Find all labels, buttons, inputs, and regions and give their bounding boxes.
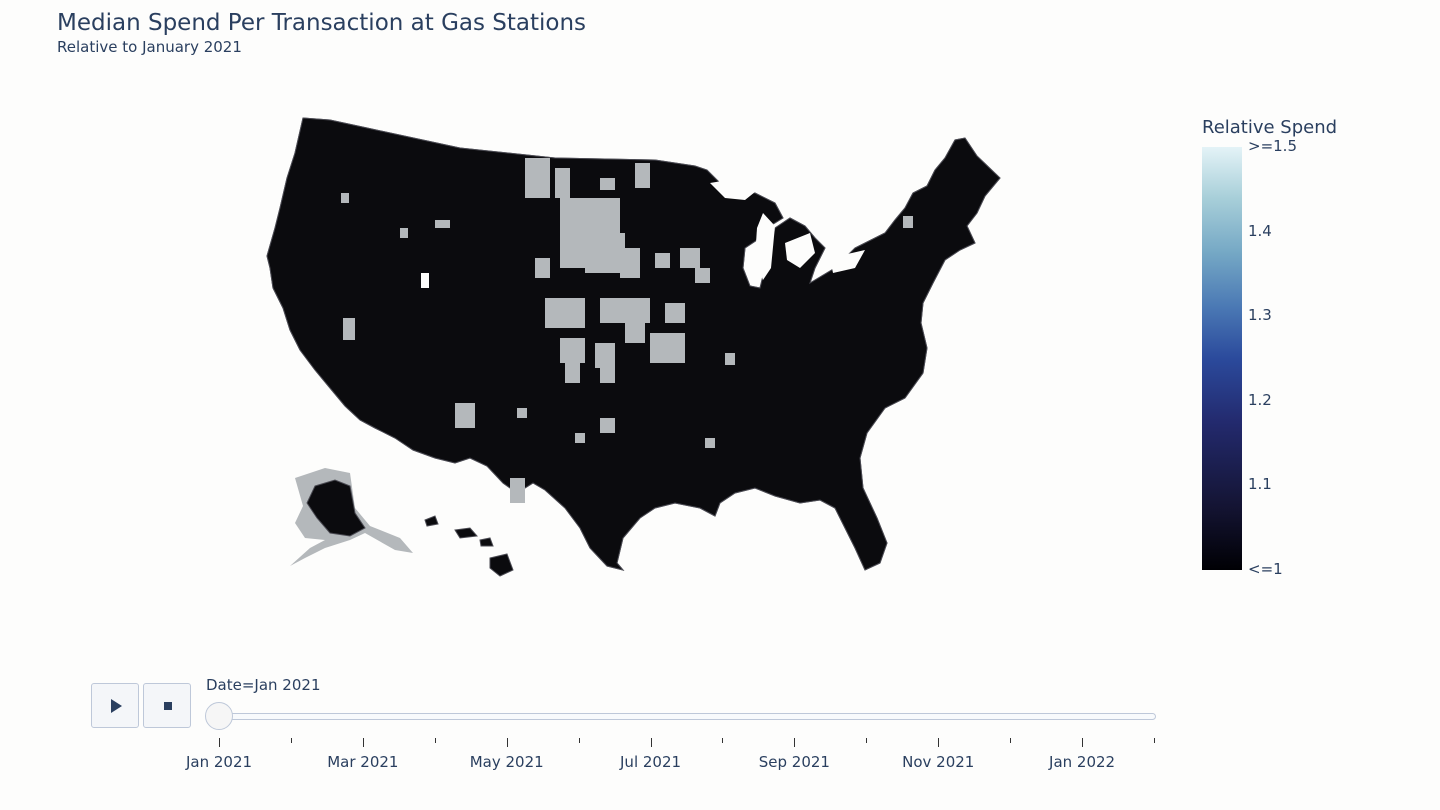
play-button[interactable] <box>91 683 139 728</box>
colorbar <box>1202 147 1242 570</box>
slider-major-tick <box>506 738 508 747</box>
slider-minor-tick <box>290 738 292 743</box>
slider-step-label[interactable]: Sep 2021 <box>758 753 830 771</box>
slider-step-label[interactable]: Nov 2021 <box>902 753 975 771</box>
colorbar-tick-label: 1.2 <box>1248 390 1272 409</box>
slider-current-label: Date=Jan 2021 <box>206 676 321 694</box>
slider-minor-tick <box>578 738 580 743</box>
us-county-map[interactable] <box>255 108 1015 588</box>
slider-step-label[interactable]: Jul 2021 <box>620 753 682 771</box>
chart-title: Median Spend Per Transaction at Gas Stat… <box>57 10 587 36</box>
colorbar-tick-label: <=1 <box>1248 560 1283 578</box>
slider-step-label[interactable]: May 2021 <box>469 753 544 771</box>
stop-icon <box>164 702 172 710</box>
slider-minor-tick <box>866 738 868 743</box>
slider-step-label[interactable]: Jan 2021 <box>185 753 253 771</box>
slider-minor-tick <box>1154 738 1155 743</box>
slider-major-tick <box>362 738 364 747</box>
slider-step-label[interactable]: Jan 2022 <box>1049 753 1116 771</box>
slider-major-tick <box>219 738 220 747</box>
great-lakes <box>421 178 865 288</box>
slider-minor-tick <box>434 738 436 743</box>
slider-step-label[interactable]: Mar 2021 <box>327 753 399 771</box>
play-icon <box>111 699 122 713</box>
slider-minor-tick <box>722 738 724 743</box>
alaska[interactable] <box>290 468 413 566</box>
hawaii[interactable] <box>424 515 514 577</box>
colorbar-tick-label: 1.4 <box>1248 221 1272 240</box>
slider-major-tick <box>794 738 796 747</box>
slider-major-tick <box>938 738 940 747</box>
missing-data-regions <box>341 158 913 503</box>
slider-major-tick <box>650 738 652 747</box>
colorbar-title: Relative Spend <box>1202 117 1338 138</box>
chart-subtitle: Relative to January 2021 <box>57 38 242 56</box>
colorbar-tick-label: 1.1 <box>1248 475 1272 494</box>
slider-major-tick <box>1082 738 1084 747</box>
colorbar-tick-label: 1.3 <box>1248 306 1272 325</box>
slider-handle[interactable] <box>205 702 233 730</box>
slider-minor-tick <box>1010 738 1012 743</box>
colorbar-tick-label: >=1.5 <box>1248 137 1297 155</box>
stop-button[interactable] <box>143 683 191 728</box>
slider-rail[interactable] <box>210 713 1156 720</box>
